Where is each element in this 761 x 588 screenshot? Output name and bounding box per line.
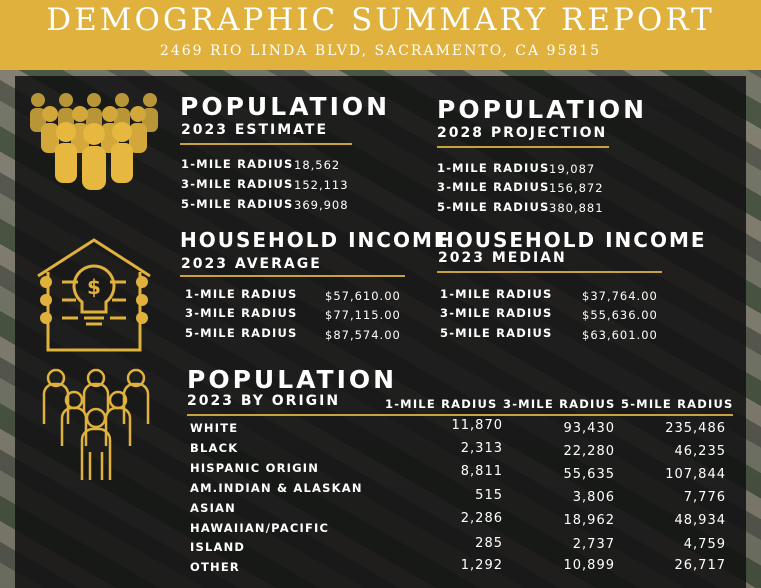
pop2028-row3-label: 5-MILE RADIUS — [437, 200, 550, 214]
income-avg-row1-value: $57,610.00 — [325, 289, 401, 303]
income-median-rule — [437, 271, 662, 273]
pop2023-row3-value: 369,908 — [294, 198, 349, 212]
origin-cell: 18,962 — [563, 513, 615, 528]
pop2023-row1-value: 18,562 — [294, 158, 341, 172]
income-median-row2-value: $55,636.00 — [582, 308, 658, 322]
origin-row-label: BLACK — [190, 441, 239, 455]
people-group-icon — [30, 93, 158, 190]
origin-col3-header: 5-MILE RADIUS — [621, 397, 734, 411]
income-median-row3-value: $63,601.00 — [582, 328, 658, 342]
origin-cell: 285 — [475, 536, 503, 551]
pop2028-row2-value: 156,872 — [549, 181, 604, 195]
income-median-subtitle: 2023 MEDIAN — [438, 250, 567, 266]
income-median-row3-label: 5-MILE RADIUS — [440, 326, 553, 340]
income-median-title: HOUSEHOLD INCOME — [437, 228, 707, 252]
pop2028-row2-label: 3-MILE RADIUS — [437, 180, 550, 194]
pop2023-row2-label: 3-MILE RADIUS — [181, 177, 294, 191]
origin-cell: 2,286 — [460, 511, 503, 526]
pop2023-title: POPULATION — [180, 92, 391, 121]
origin-cell: 4,759 — [683, 537, 726, 552]
income-avg-row2-label: 3-MILE RADIUS — [185, 306, 298, 320]
svg-text:$: $ — [87, 275, 101, 299]
page-address: 2469 RIO LINDA BLVD, SACRAMENTO, CA 9581… — [159, 43, 602, 59]
pop2023-row1-label: 1-MILE RADIUS — [181, 157, 294, 171]
origin-row-label: ASIAN — [190, 501, 236, 515]
pop2028-rule — [437, 146, 609, 148]
pop2023-subtitle: 2023 ESTIMATE — [181, 122, 329, 138]
origin-cell: 2,737 — [572, 537, 615, 552]
income-median-row2-label: 3-MILE RADIUS — [440, 306, 553, 320]
origin-col1-header: 1-MILE RADIUS — [385, 397, 498, 411]
origin-cell: 3,806 — [572, 490, 615, 505]
origin-cell: 11,870 — [451, 418, 503, 433]
pop2028-row1-label: 1-MILE RADIUS — [437, 161, 550, 175]
origin-row-label: AM.INDIAN & ALASKAN — [190, 481, 363, 495]
origin-cell: 93,430 — [563, 421, 615, 436]
pop2023-rule — [180, 143, 352, 145]
origin-title: POPULATION — [187, 365, 398, 394]
origin-cell: 22,280 — [563, 444, 615, 459]
summary-panel — [15, 76, 746, 588]
origin-cell: 10,899 — [563, 558, 615, 573]
pop2028-title: POPULATION — [437, 95, 648, 124]
origin-row-label: HAWAIIAN/PACIFIC — [190, 521, 330, 535]
pop2028-row1-value: 19,087 — [549, 162, 596, 176]
origin-row-label: HISPANIC ORIGIN — [190, 461, 320, 475]
header-banner: DEMOGRAPHIC SUMMARY REPORT 2469 RIO LIND… — [0, 0, 761, 70]
pop2028-row3-value: 380,881 — [549, 201, 604, 215]
origin-cell: 55,635 — [563, 467, 615, 482]
house-lightbulb-icon: $ — [37, 238, 151, 352]
income-avg-row3-value: $87,574.00 — [325, 328, 401, 342]
income-avg-title: HOUSEHOLD INCOME — [180, 228, 450, 252]
origin-row-label: OTHER — [190, 560, 240, 574]
pop2028-subtitle: 2028 PROJECTION — [437, 125, 608, 141]
origin-row-label: WHITE — [190, 421, 239, 435]
origin-col2-header: 3-MILE RADIUS — [503, 397, 616, 411]
income-avg-rule — [180, 275, 405, 277]
income-avg-row2-value: $77,115.00 — [325, 308, 401, 322]
origin-cell: 235,486 — [665, 421, 726, 436]
origin-cell: 46,235 — [674, 444, 726, 459]
origin-cell: 26,717 — [674, 558, 726, 573]
origin-cell: 107,844 — [665, 467, 726, 482]
origin-cell: 515 — [475, 488, 503, 503]
pop2023-row2-value: 152,113 — [294, 178, 349, 192]
origin-cell: 7,776 — [683, 490, 726, 505]
page-title: DEMOGRAPHIC SUMMARY REPORT — [46, 2, 715, 38]
origin-rule — [187, 414, 733, 416]
origin-cell: 2,313 — [460, 441, 503, 456]
pop2023-row3-label: 5-MILE RADIUS — [181, 197, 294, 211]
income-avg-row1-label: 1-MILE RADIUS — [185, 287, 298, 301]
income-median-row1-label: 1-MILE RADIUS — [440, 287, 553, 301]
income-avg-row3-label: 5-MILE RADIUS — [185, 326, 298, 340]
origin-cell: 1,292 — [460, 558, 503, 573]
origin-row-label: ISLAND — [190, 540, 246, 554]
origin-cell: 8,811 — [460, 464, 503, 479]
income-avg-subtitle: 2023 AVERAGE — [181, 256, 322, 272]
income-median-row1-value: $37,764.00 — [582, 289, 658, 303]
people-outline-icon — [42, 368, 150, 480]
origin-subtitle: 2023 BY ORIGIN — [187, 393, 341, 409]
origin-cell: 48,934 — [674, 513, 726, 528]
